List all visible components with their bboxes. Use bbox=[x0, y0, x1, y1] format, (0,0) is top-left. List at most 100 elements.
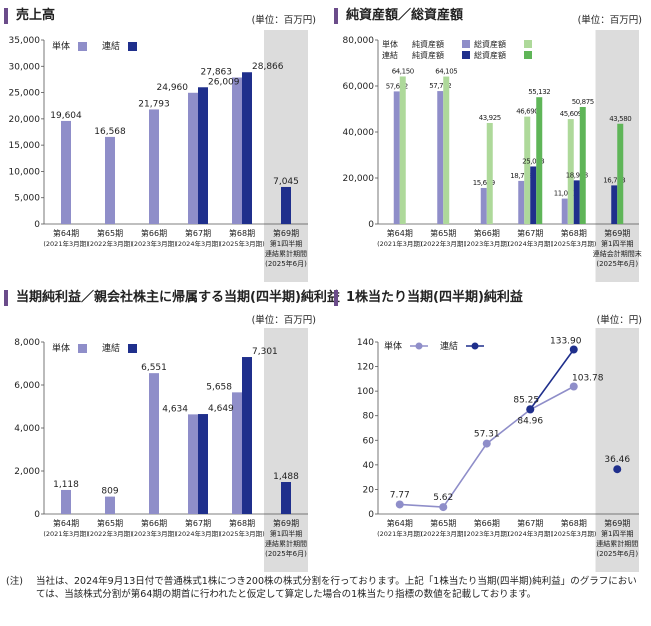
eps-chart: 140120100806040200第64期(2021年3月期)第65期(202… bbox=[357, 328, 639, 572]
x-tick-label: 第65期 bbox=[430, 228, 456, 238]
data-label: 4,634 bbox=[162, 404, 188, 414]
data-label: 25,013 bbox=[522, 157, 544, 165]
data-label: 84.96 bbox=[517, 417, 543, 427]
x-tick-sublabel: (2022年3月期) bbox=[421, 239, 466, 248]
single-bar bbox=[232, 392, 242, 514]
sales-unit-label: (単位：百万円) bbox=[251, 15, 316, 26]
x-tick-sublabel: (2022年3月期) bbox=[87, 239, 132, 248]
x-tick-label-current: 第69期 bbox=[273, 518, 299, 528]
legend-label-consolidated: 連結 bbox=[102, 40, 120, 52]
x-tick-label-current: (2025年6月) bbox=[265, 549, 307, 558]
x-tick-label: 第67期 bbox=[185, 228, 211, 238]
x-tick-label-current: 第1四半期 bbox=[270, 529, 302, 538]
single-bar bbox=[232, 77, 242, 224]
x-tick-sublabel: (2023年3月期) bbox=[464, 239, 509, 248]
x-tick-label: 第64期 bbox=[53, 518, 79, 528]
legend-swatch-consolidated bbox=[128, 344, 137, 353]
data-label: 7,045 bbox=[273, 177, 299, 187]
y-tick-label: 25,000 bbox=[9, 89, 41, 99]
x-tick-sublabel: (2024年3月期) bbox=[175, 239, 220, 248]
data-label: 809 bbox=[101, 487, 118, 497]
legend-label-consolidated: 連結 bbox=[102, 342, 120, 354]
data-label: 7,301 bbox=[252, 347, 278, 357]
consolidated-bar bbox=[281, 186, 291, 224]
y-tick-label: 60,000 bbox=[343, 82, 375, 92]
y-tick-label: 0 bbox=[34, 510, 40, 520]
data-label: 7.77 bbox=[390, 490, 410, 500]
consolidated-bar bbox=[198, 414, 208, 514]
consolidated-net-assets-bar bbox=[573, 180, 580, 224]
x-tick-label-current: (2025年6月) bbox=[596, 549, 638, 558]
data-label: 4,649 bbox=[208, 404, 234, 414]
legend-swatch-consolidated bbox=[128, 42, 137, 51]
data-label: 5,658 bbox=[206, 382, 232, 392]
data-label: 43,925 bbox=[479, 114, 501, 122]
x-tick-label: 第64期 bbox=[387, 228, 413, 238]
legend-net-label: 純資産額 bbox=[412, 39, 444, 49]
x-tick-label: 第68期 bbox=[561, 518, 587, 528]
x-tick-label: 第68期 bbox=[229, 518, 255, 528]
y-tick-label: 100 bbox=[357, 387, 374, 397]
assets-unit-label: (単位：百万円) bbox=[577, 15, 642, 26]
data-label: 57.31 bbox=[474, 430, 500, 440]
forecast-background bbox=[264, 30, 308, 282]
data-label: 43,580 bbox=[609, 115, 631, 123]
x-tick-label-current: 連結会計期間末 bbox=[593, 249, 642, 258]
legend-label-single: 単体 bbox=[384, 340, 402, 352]
y-tick-label: 20 bbox=[363, 485, 375, 495]
legend-label-single: 単体 bbox=[52, 40, 70, 52]
legend-group-label: 連結 bbox=[382, 50, 398, 60]
data-label: 64,105 bbox=[435, 68, 457, 76]
consolidated-net-assets-bar bbox=[530, 166, 537, 224]
data-label: 18,968 bbox=[566, 171, 588, 179]
data-label: 28,866 bbox=[252, 62, 284, 72]
x-tick-sublabel: (2024年3月期) bbox=[508, 239, 553, 248]
data-label: 1,488 bbox=[273, 472, 299, 482]
x-tick-label: 第67期 bbox=[517, 518, 543, 528]
assets-chart-title: 純資産額／総資産額 bbox=[334, 8, 463, 24]
single-net-assets-bar bbox=[518, 180, 525, 224]
y-tick-label: 0 bbox=[368, 220, 374, 230]
y-tick-label: 20,000 bbox=[343, 174, 375, 184]
x-tick-label-current: 第69期 bbox=[604, 518, 630, 528]
legend-label-consolidated: 連結 bbox=[440, 340, 458, 352]
single-bar bbox=[149, 373, 159, 514]
x-tick-sublabel: (2025年3月期) bbox=[219, 239, 264, 248]
x-tick-sublabel: (2023年3月期) bbox=[464, 529, 509, 538]
y-tick-label: 120 bbox=[357, 363, 374, 373]
y-tick-label: 80,000 bbox=[343, 36, 375, 46]
net-income-chart-panel: 当期純利益／親会社株主に帰属する当期(四半期)純利益 (単位：百万円) 8,00… bbox=[4, 290, 340, 572]
y-tick-label: 0 bbox=[34, 220, 40, 230]
single-eps-point bbox=[395, 500, 404, 509]
single-bar bbox=[149, 109, 159, 224]
y-tick-label: 0 bbox=[368, 510, 374, 520]
single-total-assets-bar bbox=[486, 122, 493, 224]
legend-net-label: 純資産額 bbox=[412, 50, 444, 60]
legend-swatch-net bbox=[462, 51, 470, 59]
sales-chart-title: 売上高 bbox=[4, 8, 55, 24]
x-tick-label: 第67期 bbox=[517, 228, 543, 238]
x-tick-label: 第66期 bbox=[141, 518, 167, 528]
consolidated-eps-point bbox=[526, 405, 535, 414]
y-tick-label: 5,000 bbox=[14, 194, 40, 204]
data-label: 103.78 bbox=[572, 373, 604, 383]
legend-total-label: 総資産額 bbox=[474, 50, 506, 60]
net-income-unit-label: (単位：百万円) bbox=[251, 315, 316, 326]
x-tick-label-current: 第1四半期 bbox=[601, 239, 633, 248]
x-tick-label: 第66期 bbox=[141, 228, 167, 238]
single-bar bbox=[188, 414, 198, 514]
y-tick-label: 10,000 bbox=[9, 167, 41, 177]
legend-swatch-net bbox=[462, 40, 470, 48]
single-eps-point bbox=[439, 503, 448, 512]
net-income-chart: 8,0006,0004,0002,0000第64期(2021年3月期)第65期(… bbox=[14, 328, 308, 572]
x-tick-label-current: 第69期 bbox=[604, 228, 630, 238]
x-tick-sublabel: (2025年3月期) bbox=[551, 239, 596, 248]
data-label: 1,118 bbox=[53, 480, 79, 490]
data-label: 16,783 bbox=[603, 176, 625, 184]
x-tick-sublabel: (2024年3月期) bbox=[508, 529, 553, 538]
x-tick-sublabel: (2024年3月期) bbox=[175, 529, 220, 538]
x-tick-label: 第68期 bbox=[229, 228, 255, 238]
y-tick-label: 20,000 bbox=[9, 115, 41, 125]
consolidated-bar bbox=[242, 357, 252, 514]
single-total-assets-bar bbox=[443, 76, 450, 224]
